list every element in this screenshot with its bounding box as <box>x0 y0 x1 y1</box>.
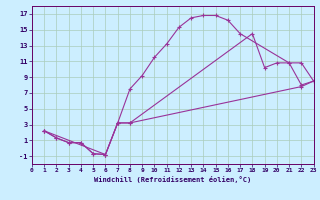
X-axis label: Windchill (Refroidissement éolien,°C): Windchill (Refroidissement éolien,°C) <box>94 176 252 183</box>
